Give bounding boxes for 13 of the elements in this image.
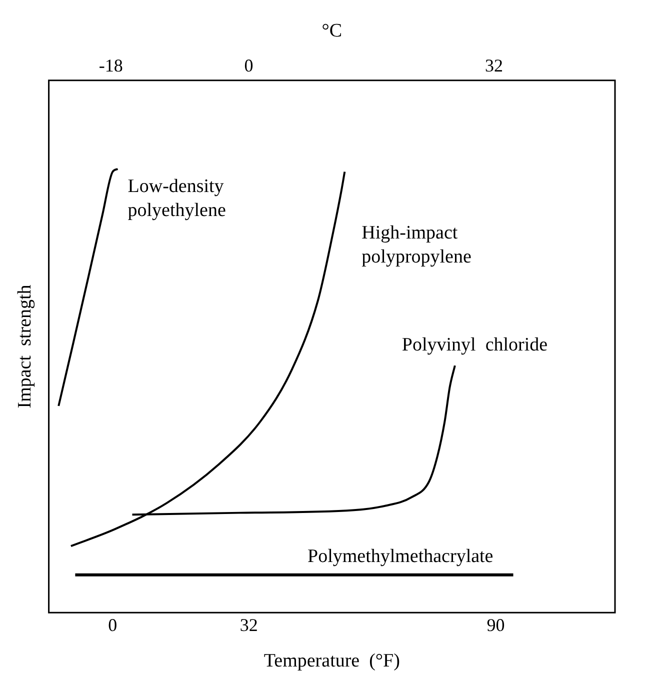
series-label: Polyvinyl chloride bbox=[402, 334, 548, 356]
x2-tick-label: 32 bbox=[484, 55, 503, 76]
x2-tick-label: -18 bbox=[98, 55, 123, 76]
series-label: High-impact polypropylene bbox=[362, 222, 472, 268]
x-tick-label: 0 bbox=[108, 615, 118, 636]
x2-tick-label: 0 bbox=[244, 55, 254, 76]
x-tick-label: 90 bbox=[486, 615, 505, 636]
x-tick-label: 32 bbox=[240, 615, 258, 636]
y-axis-title: Impact strength bbox=[14, 284, 36, 408]
series-label: Low-density polyethylene bbox=[128, 176, 226, 222]
x-axis-title: Temperature (°F) bbox=[264, 650, 400, 672]
series-label: Polymethylmethacrylate bbox=[308, 546, 494, 567]
x2-axis-title: °C bbox=[322, 20, 342, 42]
